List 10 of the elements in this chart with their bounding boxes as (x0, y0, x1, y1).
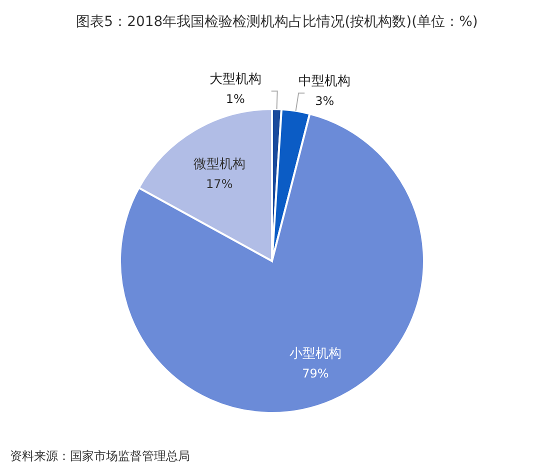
data-label: 1% (226, 92, 245, 106)
slice-label: 微型机构 (193, 157, 246, 172)
slice-label: 小型机构 (289, 346, 342, 362)
data-label: 17% (206, 177, 233, 192)
text: 资料来源：国家市场监督管理总局 (10, 449, 190, 463)
title: 图表5：2018年我国检验检测机构占比情况(按机构数)(单位：%) (76, 14, 478, 30)
slice-label: 中型机构 (298, 74, 351, 90)
data-label: 79% (302, 366, 329, 380)
data-label: 3% (315, 94, 334, 108)
slice-label: 大型机构 (209, 72, 262, 88)
